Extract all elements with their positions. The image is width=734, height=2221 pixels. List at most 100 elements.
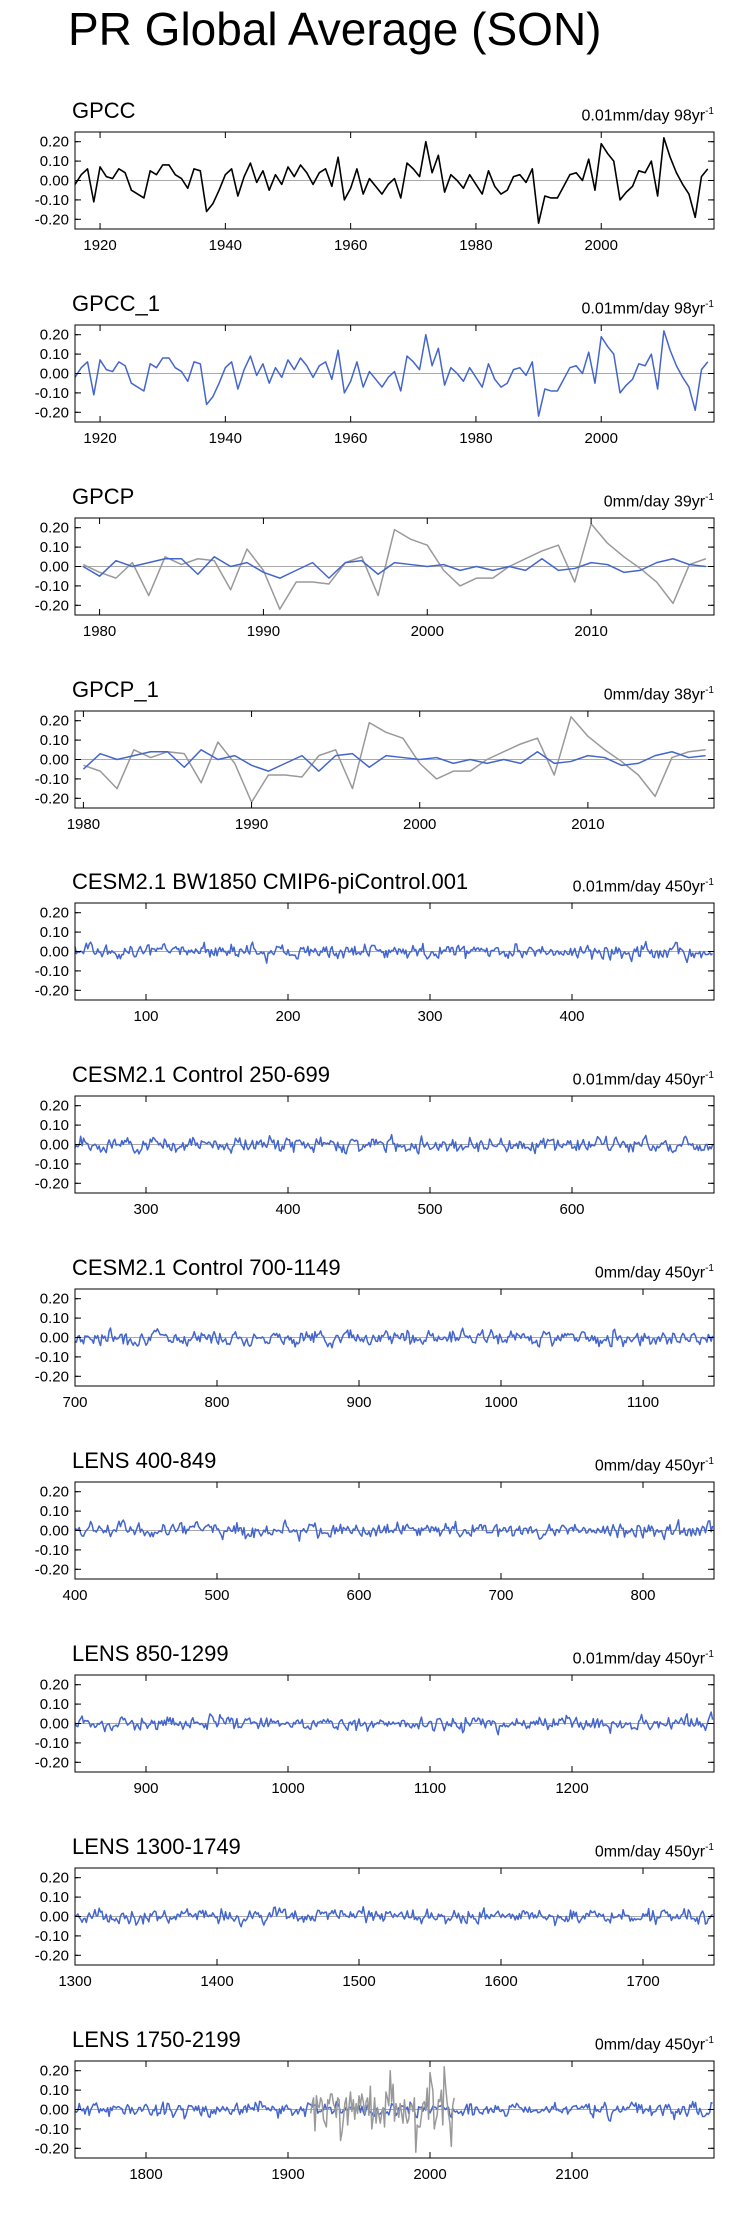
y-tick-label: 0.10 [40,539,69,556]
x-tick-label: 900 [346,1394,371,1411]
y-tick-label: -0.20 [35,790,69,807]
x-tick-label: 800 [630,1587,655,1604]
x-tick-label: 1920 [83,237,116,254]
x-tick-label: 1200 [555,1780,588,1797]
series-line-1 [82,749,706,772]
x-tick-label: 2000 [585,237,618,254]
trend-value: 0mm/day 39yr [603,493,706,511]
trend-value: 0.01mm/day 450yr [572,1650,706,1668]
plot-area: -0.20 -0.10 0.00 0.10 0.20 1980 1990 2000 2010 [35,517,715,640]
y-tick-label: -0.20 [35,1175,69,1192]
plot-area: -0.20 -0.10 0.00 0.10 0.20 100 200 300 400 [35,902,715,1025]
y-tick-label: 0.10 [40,1310,69,1327]
y-tick-label: 0.10 [40,1503,69,1520]
series-line-0 [82,523,707,610]
y-tick-label: 0.00 [40,1523,69,1540]
y-tick-label: 0.00 [40,944,69,961]
chart-panel-6: CESM2.1 Control 700-1149 0mm/day 450yr-1 -… [0,1255,734,1430]
x-tick-label: 700 [488,1587,513,1604]
x-tick-label: 400 [559,1008,584,1025]
x-tick-label: 1100 [414,1780,446,1797]
x-tick-label: 1940 [209,430,242,447]
x-tick-label: 500 [417,1201,442,1218]
y-tick-label: -0.10 [35,1928,69,1945]
y-tick-label: -0.20 [35,982,69,999]
panel-title: CESM2.1 Control 700-1149 [72,1255,341,1280]
panel-trend: 0mm/day 450yr-1 [595,2031,714,2055]
series-line-1 [309,2066,455,2153]
trend-value: 0.01mm/day 98yr [581,300,706,318]
plot-area: -0.20 -0.10 0.00 0.10 0.20 300 400 500 600 [35,1095,715,1218]
trend-exponent: -1 [705,299,714,310]
y-tick-label: -0.20 [35,404,69,421]
x-tick-label: 1500 [342,1973,375,1990]
series-line-0 [74,1711,714,1736]
plot-area: -0.20 -0.10 0.00 0.10 0.20 1980 1990 2000 2010 [35,710,715,833]
plot-area: -0.20 -0.10 0.00 0.10 0.20 1300 1400 1500 1600 17… [35,1867,715,1990]
chart-panel-0: GPCC 0.01mm/day 98yr-1 -0.20 -0.10 0.00 0.10 0… [0,98,734,273]
x-tick-label: 900 [133,1780,158,1797]
panel-trend: 0.01mm/day 450yr-1 [573,1645,714,1669]
y-tick-label: 0.20 [40,1870,69,1887]
chart-panel-3: GPCP_1 0mm/day 38yr-1 -0.20 -0.10 0.00 0.10 0.… [0,677,734,852]
x-tick-label: 1980 [83,623,116,640]
series-line-0 [74,1327,714,1349]
y-tick-label: -0.10 [35,1156,69,1173]
x-tick-label: 400 [62,1587,87,1604]
x-tick-label: 700 [62,1394,87,1411]
y-tick-label: 0.00 [40,559,69,576]
x-tick-label: 300 [417,1008,442,1025]
x-tick-label: 400 [275,1201,300,1218]
y-tick-label: 0.10 [40,924,69,941]
series-line-0 [74,1519,714,1542]
y-tick-label: -0.20 [35,211,69,228]
trend-exponent: -1 [705,2035,714,2046]
chart-panel-5: CESM2.1 Control 250-699 0.01mm/day 450yr-… [0,1062,734,1237]
y-tick-label: 0.20 [40,520,69,537]
x-tick-label: 2100 [555,2166,588,2183]
series-line-0 [74,330,709,417]
y-tick-label: -0.10 [35,771,69,788]
panel-title: GPCP_1 [72,677,159,702]
y-tick-label: 0.20 [40,2063,69,2080]
y-tick-label: 0.00 [40,752,69,769]
y-tick-label: 0.20 [40,1291,69,1308]
x-tick-label: 1990 [235,816,268,833]
chart-panel-10: LENS 1750-2199 0mm/day 450yr-1 -0.20 -0.10 0… [0,2027,734,2202]
x-tick-label: 600 [559,1201,584,1218]
page-title: PR Global Average (SON) [68,3,602,55]
x-tick-label: 1920 [83,430,116,447]
chart-panel-8: LENS 850-1299 0.01mm/day 450yr-1 -0.20 -0.1… [0,1641,734,1816]
series-line-0 [83,716,706,803]
y-tick-label: 0.00 [40,173,69,190]
series-line-0 [74,1905,714,1928]
y-tick-label: -0.10 [35,578,69,595]
panel-trend: 0mm/day 38yr-1 [604,681,714,705]
y-tick-label: -0.20 [35,1947,69,1964]
y-tick-label: -0.20 [35,1368,69,1385]
plot-area: -0.20 -0.10 0.00 0.10 0.20 900 1000 1100 1200 [35,1674,715,1797]
y-tick-label: 0.00 [40,1137,69,1154]
y-tick-label: 0.10 [40,2082,69,2099]
x-tick-label: 1990 [247,623,280,640]
y-tick-label: -0.10 [35,1542,69,1559]
panel-trend: 0mm/day 450yr-1 [595,1838,714,1862]
x-tick-label: 800 [204,1394,229,1411]
x-tick-label: 1980 [459,237,492,254]
x-tick-label: 1800 [129,2166,162,2183]
y-tick-label: 0.00 [40,1330,69,1347]
chart-panel-1: GPCC_1 0.01mm/day 98yr-1 -0.20 -0.10 0.00 0.1… [0,291,734,466]
panel-trend: 0mm/day 39yr-1 [604,488,714,512]
panel-trend: 0mm/day 450yr-1 [595,1259,714,1283]
x-tick-label: 1100 [627,1394,659,1411]
trend-value: 0mm/day 450yr [594,1457,706,1475]
x-tick-label: 1960 [334,430,367,447]
x-tick-label: 200 [275,1008,300,1025]
y-tick-label: 0.10 [40,1889,69,1906]
plot-area: -0.20 -0.10 0.00 0.10 0.20 1800 1900 2000 2100 [35,2060,715,2183]
y-tick-label: -0.20 [35,2140,69,2157]
y-tick-label: -0.10 [35,1349,69,1366]
panel-trend: 0mm/day 450yr-1 [595,1452,714,1476]
y-tick-label: -0.10 [35,1735,69,1752]
trend-value: 0.01mm/day 98yr [581,107,706,125]
